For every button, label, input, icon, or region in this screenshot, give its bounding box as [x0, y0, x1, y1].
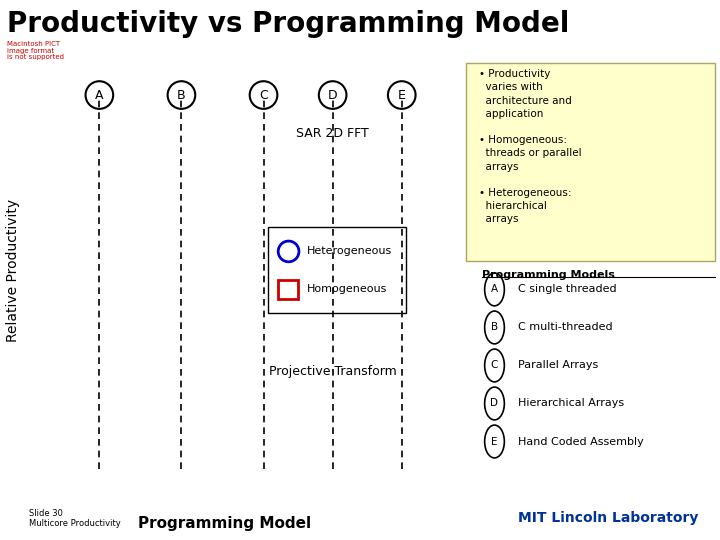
Text: Projective Transform: Projective Transform — [269, 365, 397, 378]
FancyBboxPatch shape — [466, 63, 715, 261]
Text: Programming Models: Programming Models — [482, 270, 614, 280]
Text: C single threaded: C single threaded — [518, 285, 616, 294]
Text: B: B — [177, 89, 186, 102]
Text: Productivity vs Programming Model: Productivity vs Programming Model — [6, 10, 570, 38]
Text: Hierarchical Arrays: Hierarchical Arrays — [518, 399, 624, 408]
Text: C: C — [491, 361, 498, 370]
Text: E: E — [491, 436, 498, 447]
Text: C multi-threaded: C multi-threaded — [518, 322, 613, 333]
Text: Relative Productivity: Relative Productivity — [6, 198, 20, 342]
Text: E: E — [398, 89, 405, 102]
Text: Homogeneous: Homogeneous — [307, 285, 387, 294]
Text: Macintosh PICT
image format
is not supported: Macintosh PICT image format is not suppo… — [7, 40, 64, 60]
Text: MIT Lincoln Laboratory: MIT Lincoln Laboratory — [518, 511, 698, 525]
Text: A: A — [95, 89, 104, 102]
Text: • Productivity
  varies with
  architecture and
  application

• Homogeneous:
  : • Productivity varies with architecture … — [479, 69, 582, 224]
Text: D: D — [328, 89, 338, 102]
Text: Hand Coded Assembly: Hand Coded Assembly — [518, 436, 644, 447]
Bar — [278, 280, 298, 299]
Text: A: A — [491, 285, 498, 294]
Text: B: B — [491, 322, 498, 333]
Text: Slide 30
Multicore Productivity: Slide 30 Multicore Productivity — [29, 509, 120, 528]
Text: D: D — [490, 399, 498, 408]
Text: C: C — [259, 89, 268, 102]
Text: SAR 2D FFT: SAR 2D FFT — [296, 127, 369, 140]
FancyBboxPatch shape — [268, 227, 406, 313]
Text: Programming Model: Programming Model — [138, 516, 311, 531]
Text: Heterogeneous: Heterogeneous — [307, 246, 392, 256]
Text: Parallel Arrays: Parallel Arrays — [518, 361, 598, 370]
